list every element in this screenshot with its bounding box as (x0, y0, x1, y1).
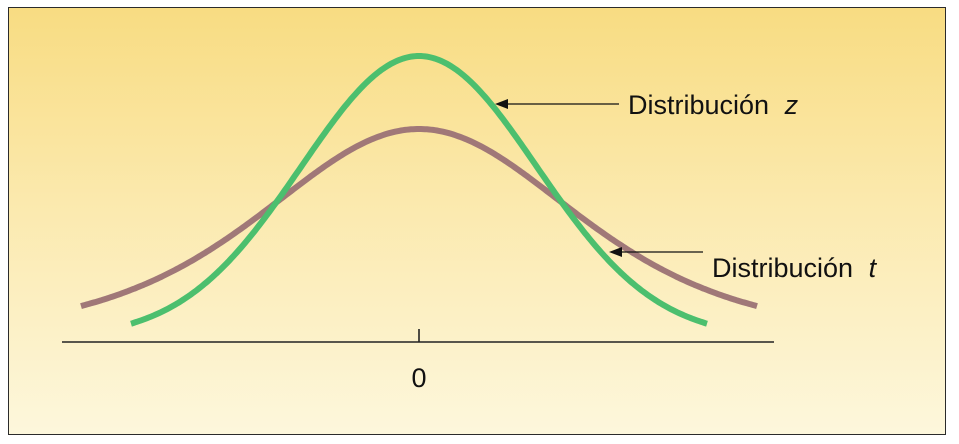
z-label-text: Distribución (628, 90, 769, 120)
t-label-group: Distribución t (609, 247, 878, 283)
t-distribution-curve (80, 126, 758, 309)
t-distribution-label: Distribución t (712, 253, 878, 283)
x-tick-label-zero: 0 (411, 363, 426, 393)
t-label-text: Distribución (712, 253, 853, 283)
t-label-variable: t (869, 253, 878, 283)
z-distribution-label: Distribución z (628, 90, 799, 120)
distribution-figure: 0 Distribución z Distribución t (8, 7, 946, 435)
z-label-group: Distribución z (495, 90, 799, 120)
t-label-arrowhead (609, 247, 622, 257)
distribution-chart: 0 Distribución z Distribución t (62, 53, 878, 393)
z-distribution-curve (130, 53, 708, 327)
z-label-variable: z (784, 90, 799, 120)
z-label-arrowhead (495, 99, 508, 109)
